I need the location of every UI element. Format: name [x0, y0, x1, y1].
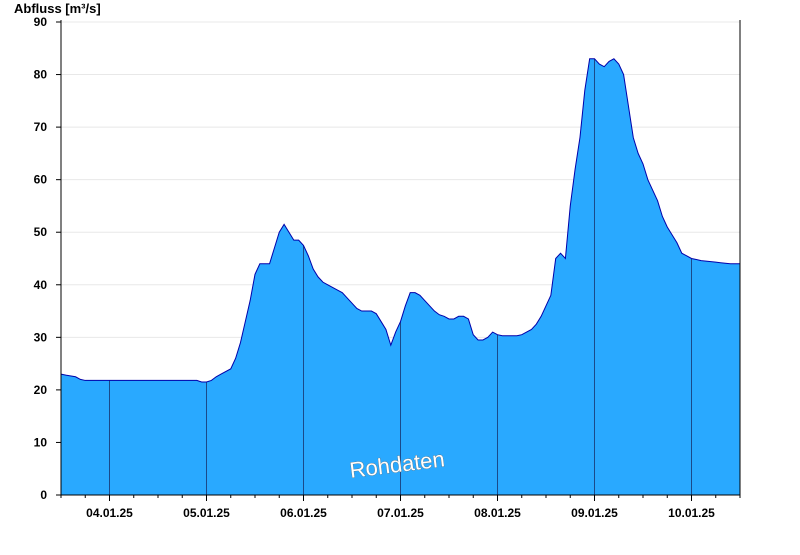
x-tick-label: 09.01.25	[571, 506, 618, 520]
y-tick-label: 80	[34, 68, 48, 82]
y-tick-label: 0	[40, 488, 47, 502]
y-tick-label: 20	[34, 383, 48, 397]
y-tick-label: 10	[34, 435, 48, 449]
y-tick-label: 50	[34, 225, 48, 239]
y-tick-label: 60	[34, 173, 48, 187]
x-tick-label: 10.01.25	[668, 506, 715, 520]
x-tick-label: 04.01.25	[86, 506, 133, 520]
x-tick-label: 05.01.25	[183, 506, 230, 520]
series-line	[60, 58, 740, 383]
x-tick-label: 07.01.25	[377, 506, 424, 520]
x-tick-label: 06.01.25	[280, 506, 327, 520]
x-tick-label: 08.01.25	[474, 506, 521, 520]
series-area	[61, 58, 740, 495]
y-tick-label: 30	[34, 330, 48, 344]
y-axis-label: Abfluss [m³/s]	[14, 1, 101, 16]
y-tick-label: 90	[34, 15, 48, 29]
y-tick-label: 40	[34, 278, 48, 292]
y-tick-label: 70	[34, 120, 48, 134]
